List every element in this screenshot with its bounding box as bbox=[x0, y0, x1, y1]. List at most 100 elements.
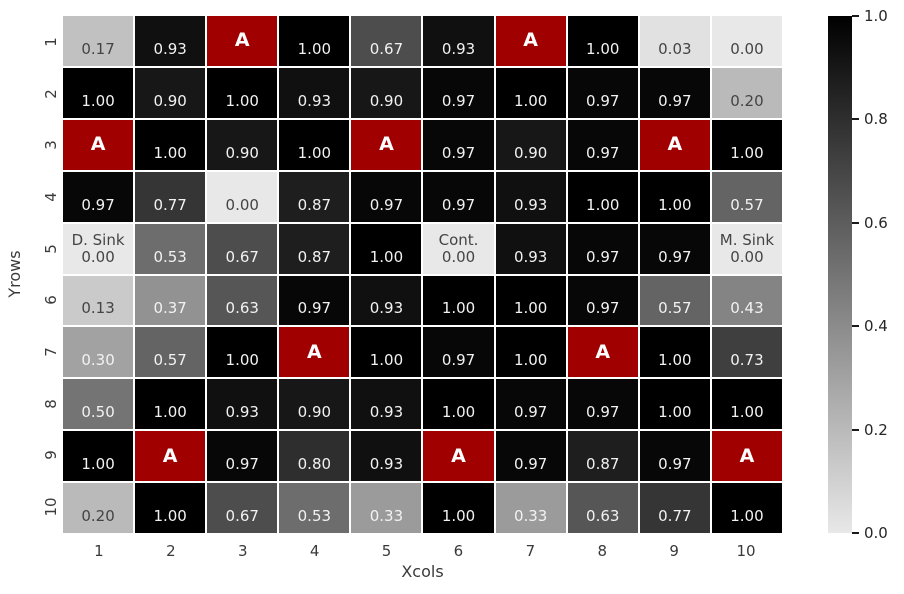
cell-special-label bbox=[456, 283, 461, 300]
cell-value: 0.43 bbox=[730, 299, 764, 318]
heatmap-cell: 0.43 bbox=[711, 275, 782, 326]
heatmap-cell: 0.67 bbox=[351, 16, 422, 66]
cell-value: 0.50 bbox=[81, 403, 115, 422]
heatmap-cell: 1.00 bbox=[639, 379, 710, 430]
cell-special-label bbox=[384, 76, 389, 93]
heatmap-cell: 1.00 bbox=[639, 327, 710, 378]
cell-special-label bbox=[528, 128, 533, 145]
heatmap-cell: 0.77 bbox=[135, 171, 206, 222]
highlight-a-label: A bbox=[306, 340, 322, 363]
cell-special-label: Cont. bbox=[438, 230, 479, 249]
cell-value: 1.00 bbox=[513, 299, 548, 318]
cell-special-label bbox=[600, 387, 605, 404]
cell-special-label bbox=[168, 128, 173, 145]
heatmap-cell: 0.97 bbox=[567, 67, 638, 118]
cell-value: 0.77 bbox=[658, 507, 692, 526]
cell-value: 0.87 bbox=[586, 455, 620, 474]
x-tick-label: 8 bbox=[597, 542, 608, 560]
cell-value: 1.00 bbox=[297, 143, 332, 162]
heatmap-cell: 0.93 bbox=[423, 16, 494, 66]
heatmap-cell: 0.93 bbox=[351, 379, 422, 430]
cell-special-label bbox=[240, 76, 245, 93]
cell-special-label bbox=[672, 439, 677, 456]
y-tick-label: 4 bbox=[42, 192, 60, 202]
heatmap-cell: 0.90 bbox=[495, 119, 566, 170]
cell-special-label bbox=[312, 232, 317, 249]
heatmap-cell: 0.37 bbox=[135, 275, 206, 326]
cell-special-label bbox=[672, 387, 677, 404]
cell-value: 0.87 bbox=[297, 195, 332, 214]
cell-special-label bbox=[456, 491, 461, 508]
cell-value: 0.77 bbox=[153, 195, 187, 214]
cell-value: 0.97 bbox=[513, 455, 548, 474]
cell-value: 0.57 bbox=[730, 195, 764, 214]
heatmap-cell: 1.00 bbox=[207, 67, 278, 118]
cell-value: 0.97 bbox=[369, 195, 404, 214]
cell-value: 0.87 bbox=[297, 247, 332, 266]
heatmap-cell: 1.00 bbox=[135, 483, 206, 533]
cell-value: 0.13 bbox=[81, 299, 115, 318]
cell-special-label bbox=[456, 24, 461, 41]
cell-special-label bbox=[312, 491, 317, 508]
cell-value: 0.93 bbox=[297, 91, 332, 110]
heatmap-cell: 0.20 bbox=[63, 483, 134, 533]
cell-value: 1.00 bbox=[441, 507, 476, 526]
cell-special-label bbox=[168, 76, 173, 93]
heatmap-cell: 1.00 bbox=[63, 67, 134, 118]
cell-special-label bbox=[384, 283, 389, 300]
heatmap-cell: 1.00 bbox=[423, 379, 494, 430]
cell-special-label bbox=[528, 76, 533, 93]
heatmap-cell: 0.93 bbox=[351, 431, 422, 482]
cell-value: 0.80 bbox=[297, 455, 332, 474]
cell-special-label bbox=[456, 335, 461, 352]
cell-value: 0.90 bbox=[369, 91, 404, 110]
heatmap-cell: 0.87 bbox=[567, 431, 638, 482]
x-tick-label: 7 bbox=[525, 542, 536, 560]
colorbar-tick-mark bbox=[852, 15, 859, 17]
heatmap-cell: 0.93 bbox=[495, 171, 566, 222]
heatmap-cell: 0.57 bbox=[711, 171, 782, 222]
heatmap-cell: Cont. 0.00 bbox=[423, 223, 494, 274]
heatmap-cell: 0.97 bbox=[567, 379, 638, 430]
cell-special-label bbox=[600, 283, 605, 300]
cell-value: 0.20 bbox=[81, 507, 115, 526]
heatmap-cell: 1.00 bbox=[495, 67, 566, 118]
y-axis-label: Yrows bbox=[4, 250, 24, 298]
cell-special-label bbox=[745, 128, 750, 145]
highlight-a-label: A bbox=[595, 340, 611, 363]
cell-value: 1.00 bbox=[658, 351, 692, 370]
heatmap-cell: 0.63 bbox=[207, 275, 278, 326]
cell-value: 0.17 bbox=[81, 39, 115, 58]
cell-value: 0.93 bbox=[513, 247, 548, 266]
cell-special-label bbox=[240, 232, 245, 249]
cell-special-label: M. Sink bbox=[719, 230, 775, 249]
x-tick-label: 1 bbox=[94, 542, 104, 560]
highlight-a-label: A bbox=[739, 444, 755, 467]
cell-special-label bbox=[312, 283, 317, 300]
cell-value: 0.93 bbox=[153, 39, 187, 58]
cell-special-label bbox=[168, 24, 173, 41]
heatmap-cell: 0.97 bbox=[567, 275, 638, 326]
cell-special-label bbox=[312, 76, 317, 93]
heatmap-cell: 0.20 bbox=[711, 67, 782, 118]
y-tick-label: 6 bbox=[42, 295, 60, 306]
cell-value: 0.97 bbox=[586, 299, 620, 318]
heatmap-cell: 0.97 bbox=[423, 67, 494, 118]
cell-value: 0.97 bbox=[441, 143, 476, 162]
heatmap-cell: 1.00 bbox=[711, 379, 782, 430]
cell-value: 1.00 bbox=[153, 507, 187, 526]
heatmap-cell: 0.50 bbox=[63, 379, 134, 430]
y-tick-label: 3 bbox=[42, 140, 60, 151]
cell-special-label bbox=[384, 180, 389, 197]
cell-value: 0.97 bbox=[297, 299, 332, 318]
y-tick-label: 10 bbox=[42, 497, 60, 517]
cell-value: 0.73 bbox=[730, 351, 764, 370]
heatmap-cell: 0.90 bbox=[135, 67, 206, 118]
heatmap-cell: 0.97 bbox=[495, 431, 566, 482]
colorbar-tick-mark bbox=[852, 118, 859, 121]
heatmap-cell: 0.93 bbox=[135, 16, 206, 66]
cell-value: 0.33 bbox=[369, 507, 404, 526]
heatmap-cell: 0.97 bbox=[495, 379, 566, 430]
cell-special-label bbox=[384, 387, 389, 404]
heatmap-cell: 0.87 bbox=[279, 171, 350, 222]
